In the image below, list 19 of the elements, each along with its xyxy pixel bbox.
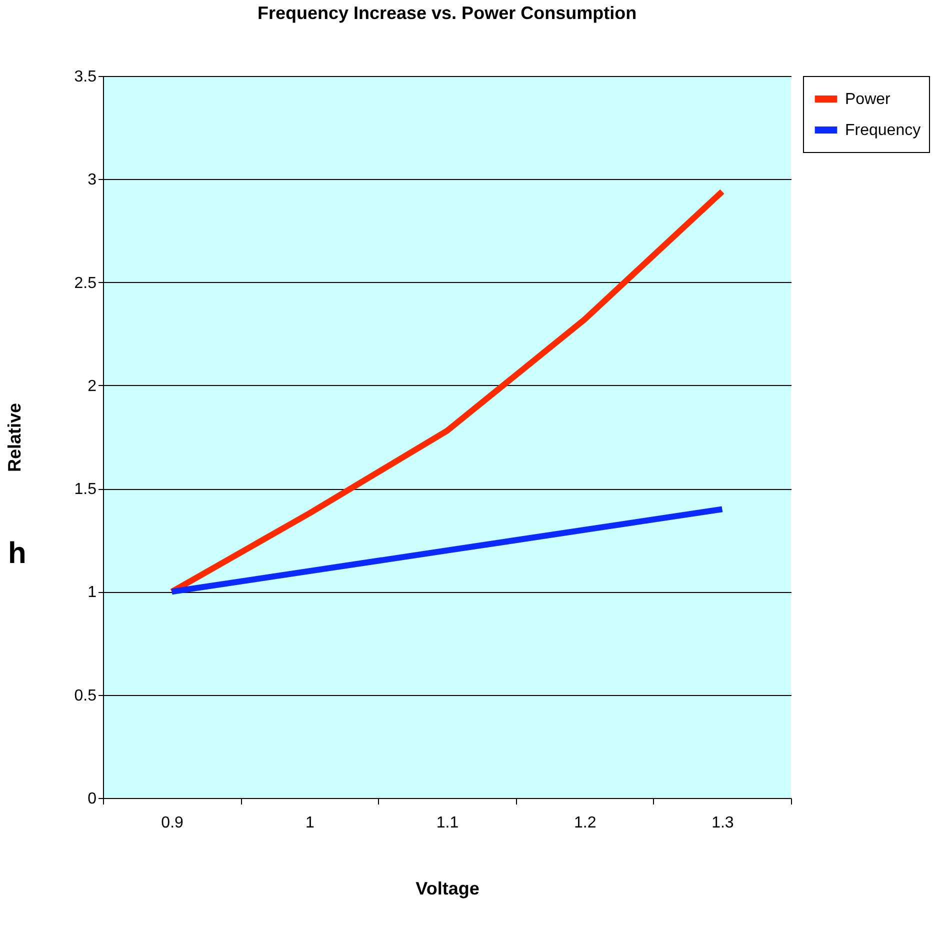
y-axis-title: Relative	[4, 402, 24, 472]
x-tick-label: 1	[305, 814, 314, 832]
y-tick-label: 3.5	[74, 68, 97, 86]
x-tick-label: 0.9	[161, 814, 184, 832]
y-tick-label: 2	[88, 378, 97, 395]
text: h	[8, 537, 26, 570]
y-tick-label: 0	[88, 790, 97, 808]
y-tick-label: 0.5	[74, 687, 97, 704]
y-tick-label: 2.5	[74, 274, 97, 292]
legend-label: Power	[845, 91, 892, 108]
chart-title: Frequency Increase vs. Power Consumption	[257, 3, 637, 23]
legend-label: Frequency	[845, 122, 921, 139]
x-tick-label: 1.3	[712, 814, 734, 832]
x-tick-label: 1.2	[574, 814, 596, 832]
y-tick-label: 3	[88, 172, 97, 189]
y-tick-label: 1	[88, 584, 97, 602]
x-tick-label: 1.1	[436, 814, 459, 832]
x-axis-title: Voltage	[416, 878, 480, 898]
y-tick-label: 1.5	[74, 481, 97, 498]
